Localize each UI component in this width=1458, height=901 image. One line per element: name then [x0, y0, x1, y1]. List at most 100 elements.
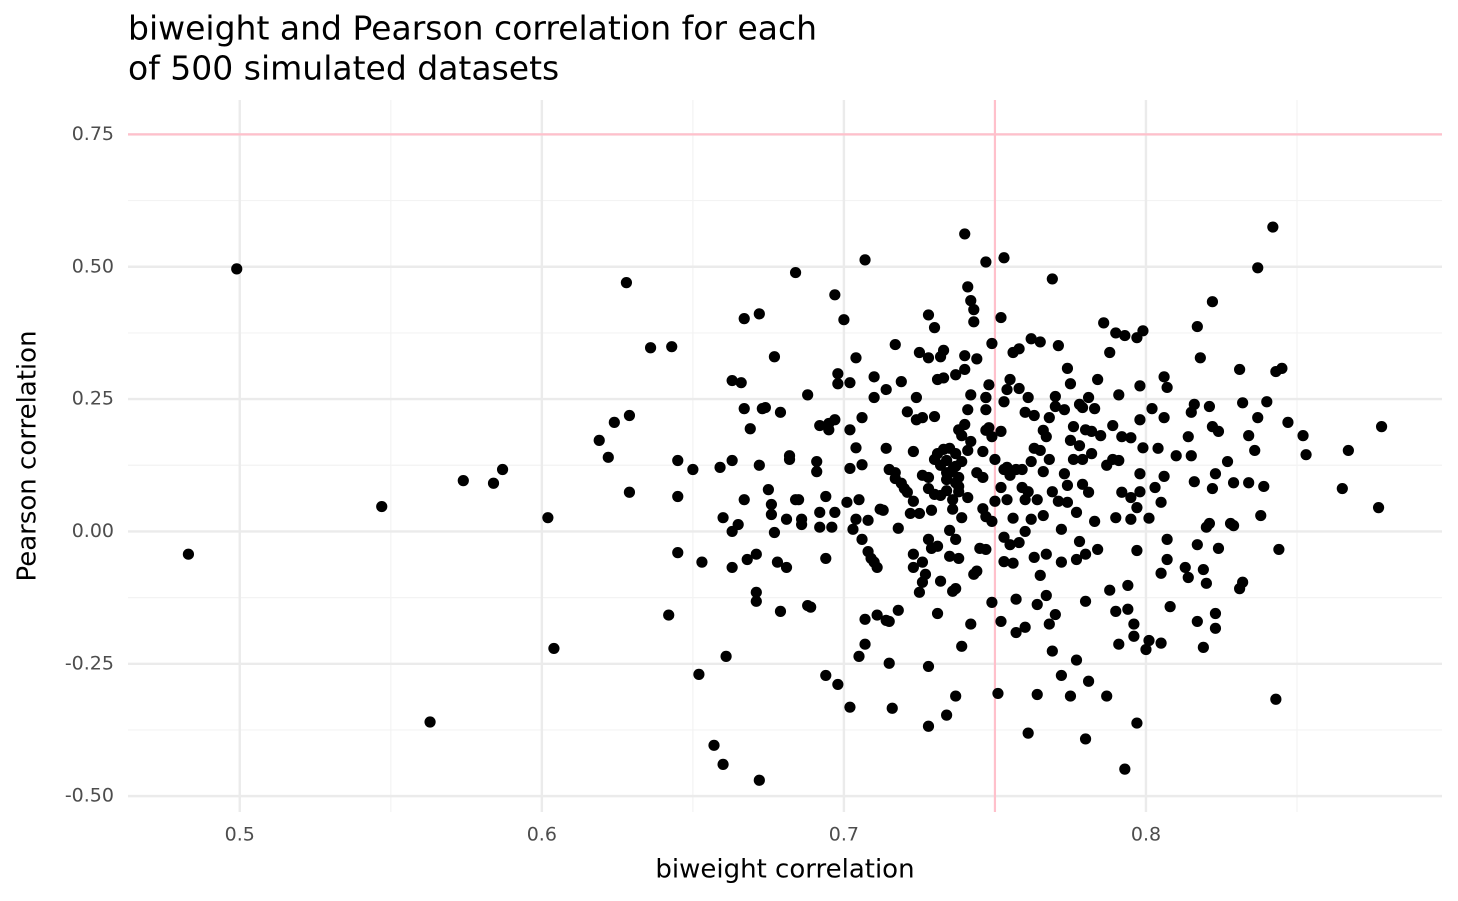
- point: [1010, 626, 1022, 639]
- point: [1182, 571, 1194, 584]
- point: [1086, 425, 1098, 437]
- point: [959, 363, 971, 376]
- point: [1007, 512, 1019, 524]
- point: [989, 453, 1001, 466]
- point: [1297, 430, 1309, 442]
- point: [1019, 525, 1031, 538]
- point: [829, 506, 841, 518]
- point: [983, 379, 995, 391]
- x-axis-title: biweight correlation: [655, 855, 914, 885]
- point: [593, 434, 605, 446]
- point: [901, 486, 913, 498]
- point: [956, 430, 968, 442]
- point: [1089, 403, 1101, 415]
- point: [1131, 502, 1143, 514]
- point: [904, 507, 916, 520]
- point: [738, 313, 750, 325]
- point: [998, 396, 1010, 408]
- point: [850, 352, 862, 364]
- point: [1155, 637, 1167, 649]
- point: [750, 595, 762, 607]
- point: [1004, 539, 1016, 551]
- point: [962, 491, 974, 504]
- point: [1061, 362, 1074, 374]
- point: [1070, 654, 1083, 666]
- point: [928, 322, 941, 334]
- point: [1040, 431, 1052, 443]
- point: [182, 548, 195, 560]
- point: [750, 548, 762, 560]
- point: [1019, 406, 1031, 418]
- point: [1046, 486, 1058, 498]
- point: [780, 561, 793, 574]
- point: [1034, 336, 1046, 348]
- point: [1122, 603, 1134, 615]
- y-tick-label: 0.75: [72, 123, 114, 145]
- point: [856, 459, 868, 471]
- point: [753, 308, 765, 320]
- point: [1073, 440, 1086, 452]
- point: [1200, 577, 1212, 589]
- point: [771, 556, 784, 568]
- point: [457, 475, 469, 487]
- point: [765, 498, 778, 511]
- point: [1113, 389, 1125, 401]
- point: [726, 561, 738, 574]
- point: [1164, 601, 1176, 613]
- chart-title: biweight and Pearson correlation for eac…: [128, 9, 817, 48]
- point: [1031, 494, 1043, 506]
- point: [980, 391, 992, 404]
- point: [1128, 618, 1140, 630]
- point: [880, 442, 892, 454]
- point: [1125, 513, 1137, 525]
- point: [832, 368, 844, 380]
- point: [886, 702, 898, 714]
- point: [965, 389, 977, 401]
- y-tick-label: -0.25: [65, 652, 114, 674]
- point: [1055, 523, 1067, 535]
- point: [1037, 509, 1049, 522]
- point: [1037, 466, 1049, 478]
- point: [1158, 412, 1170, 424]
- point: [1113, 638, 1125, 650]
- point: [765, 508, 778, 521]
- point: [623, 486, 636, 498]
- point: [1070, 506, 1083, 518]
- point: [856, 533, 868, 545]
- point: [922, 352, 935, 364]
- point: [738, 403, 750, 415]
- point: [1104, 584, 1116, 596]
- point: [696, 556, 708, 568]
- point: [1234, 363, 1246, 376]
- point: [901, 406, 913, 418]
- point: [1122, 579, 1134, 592]
- point: [965, 435, 977, 448]
- point: [1191, 320, 1203, 333]
- point: [424, 716, 436, 728]
- point: [1098, 317, 1110, 329]
- point: [726, 454, 738, 467]
- point: [823, 424, 835, 436]
- point: [1140, 643, 1152, 656]
- point: [844, 377, 856, 389]
- point: [913, 507, 926, 520]
- point: [1155, 567, 1167, 579]
- point: [941, 485, 953, 497]
- point: [850, 442, 862, 454]
- point: [644, 342, 657, 354]
- point: [1221, 455, 1234, 468]
- point: [829, 289, 841, 301]
- point: [820, 490, 832, 503]
- point: [1061, 479, 1074, 491]
- point: [1007, 557, 1019, 569]
- point: [1082, 486, 1095, 498]
- point: [1055, 669, 1067, 682]
- point: [1116, 431, 1128, 443]
- point: [774, 406, 787, 418]
- point: [1194, 352, 1206, 364]
- point: [931, 540, 944, 552]
- point: [1212, 542, 1225, 554]
- point: [1025, 333, 1037, 345]
- point: [1227, 477, 1240, 489]
- y-tick-label: 0.50: [72, 255, 114, 277]
